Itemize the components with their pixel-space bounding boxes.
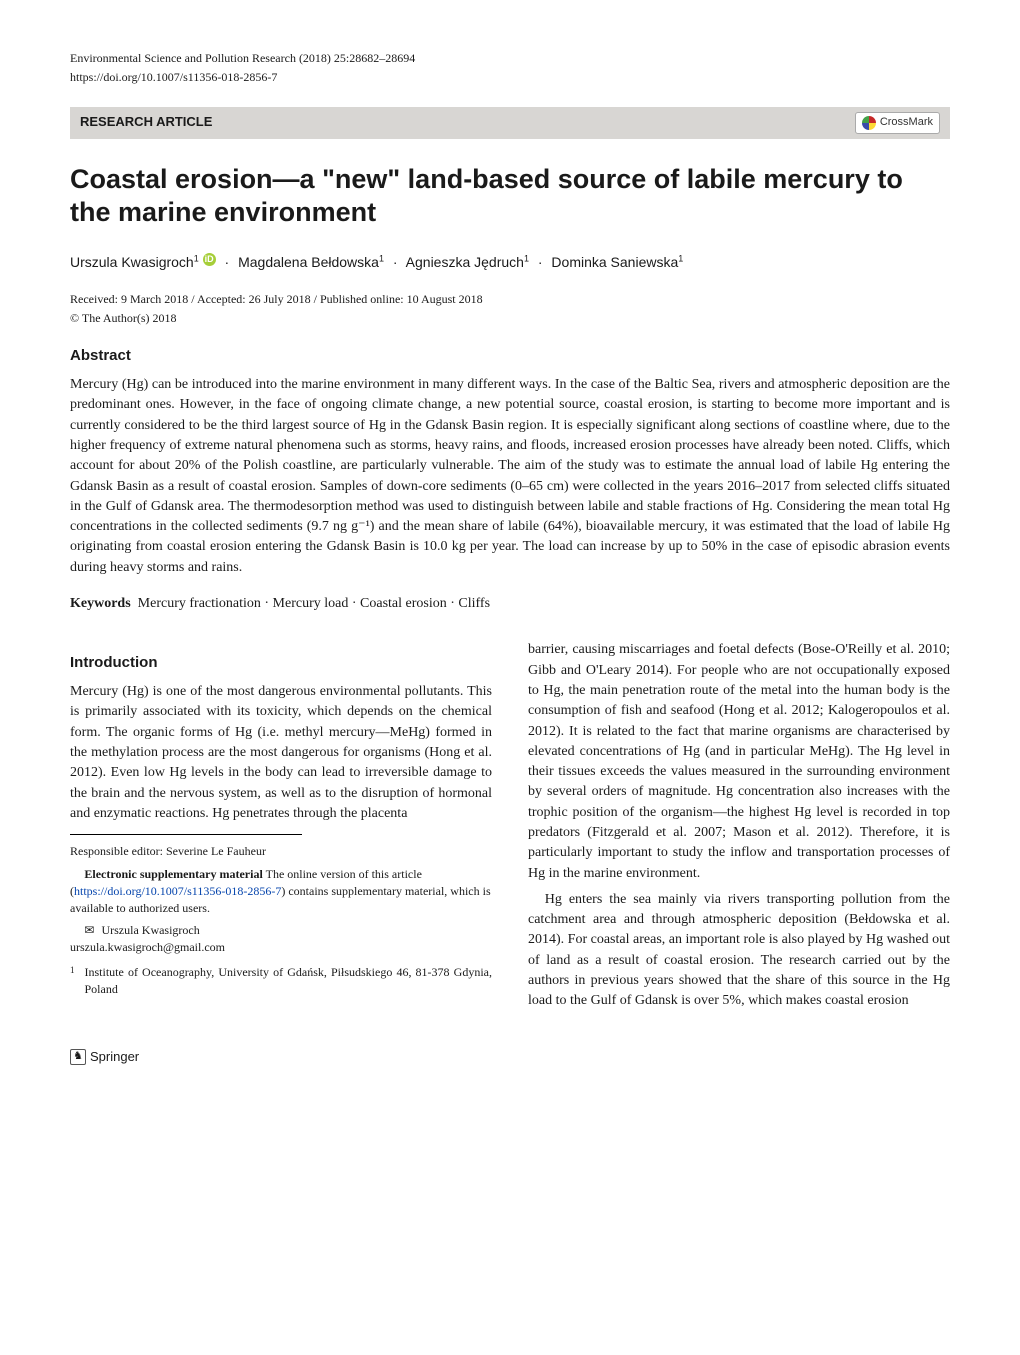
affiliation: 1 Institute of Oceanography, University … [70, 964, 492, 998]
author-1-affil: 1 [194, 254, 199, 264]
author-4-affil: 1 [678, 254, 683, 264]
author-2[interactable]: Magdalena Bełdowska [238, 254, 379, 270]
springer-logo: ♞ Springer [70, 1048, 139, 1067]
corr-name: Urszula Kwasigroch [101, 923, 199, 937]
author-list: Urszula Kwasigroch1 iD · Magdalena Bełdo… [70, 252, 950, 272]
introduction-heading: Introduction [70, 652, 492, 674]
author-sep: · [538, 254, 543, 270]
footnote-separator [70, 834, 302, 835]
article-title: Coastal erosion—a "new" land-based sourc… [70, 163, 950, 231]
crossmark-icon [862, 116, 876, 130]
intro-paragraph-1: Mercury (Hg) is one of the most dangerou… [70, 682, 492, 824]
crossmark-label: CrossMark [880, 115, 933, 131]
affil-text: Institute of Oceanography, University of… [85, 964, 493, 998]
keywords-text: Mercury fractionation · Mercury load · C… [138, 596, 490, 611]
intro-paragraph-2b: Hg enters the sea mainly via rivers tran… [528, 890, 950, 1012]
abstract-text: Mercury (Hg) can be introduced into the … [70, 375, 950, 578]
author-sep: · [225, 254, 230, 270]
abstract-heading: Abstract [70, 345, 950, 367]
author-3-affil: 1 [524, 254, 529, 264]
intro-paragraph-2a: barrier, causing miscarriages and foetal… [528, 640, 950, 884]
esm-link[interactable]: https://doi.org/10.1007/s11356-018-2856-… [74, 884, 281, 898]
copyright: © The Author(s) 2018 [70, 310, 950, 327]
esm-note: Electronic supplementary material The on… [70, 866, 492, 916]
article-type: RESEARCH ARTICLE [80, 113, 212, 132]
author-3[interactable]: Agnieszka Jędruch [406, 254, 524, 270]
corr-email[interactable]: urszula.kwasigroch@gmail.com [70, 940, 225, 954]
esm-label: Electronic supplementary material [84, 867, 262, 881]
doi[interactable]: https://doi.org/10.1007/s11356-018-2856-… [70, 69, 950, 86]
corresponding-author: Urszula Kwasigroch urszula.kwasigroch@gm… [70, 922, 492, 956]
author-4[interactable]: Dominka Saniewska [551, 254, 678, 270]
article-dates: Received: 9 March 2018 / Accepted: 26 Ju… [70, 291, 950, 308]
keywords-label: Keywords [70, 596, 131, 611]
author-1[interactable]: Urszula Kwasigroch [70, 254, 194, 270]
responsible-editor: Responsible editor: Severine Le Fauheur [70, 843, 492, 860]
author-sep: · [393, 254, 398, 270]
crossmark-badge[interactable]: CrossMark [855, 112, 940, 134]
springer-icon: ♞ [70, 1049, 86, 1065]
orcid-icon[interactable]: iD [203, 253, 216, 266]
springer-label: Springer [90, 1048, 139, 1067]
journal-citation: Environmental Science and Pollution Rese… [70, 50, 415, 67]
affil-number: 1 [70, 964, 75, 998]
keywords: Keywords Mercury fractionation · Mercury… [70, 594, 950, 614]
author-2-affil: 1 [379, 254, 384, 264]
